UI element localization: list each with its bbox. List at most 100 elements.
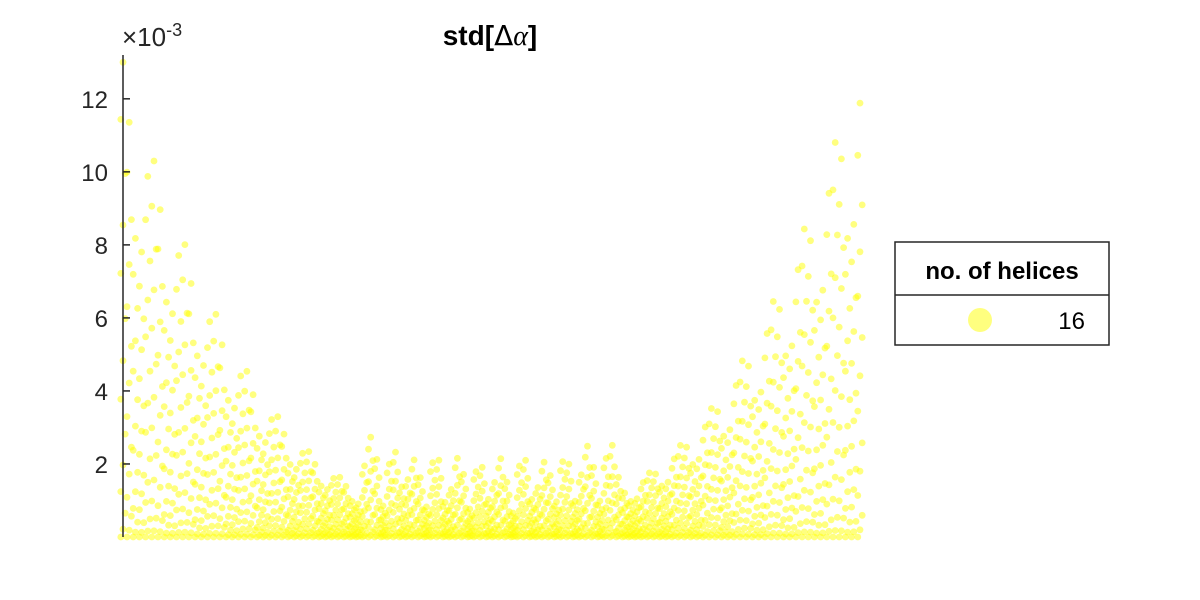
data-point xyxy=(741,452,748,460)
data-point xyxy=(299,502,306,510)
data-point xyxy=(838,527,845,535)
data-point xyxy=(858,439,866,447)
data-point xyxy=(127,512,135,520)
data-point xyxy=(606,507,614,514)
data-point xyxy=(538,492,546,499)
data-point xyxy=(815,482,823,490)
data-point xyxy=(239,410,247,418)
data-point xyxy=(175,252,183,259)
data-point xyxy=(513,471,521,478)
data-point xyxy=(429,506,437,513)
data-point xyxy=(166,337,174,344)
data-point xyxy=(741,495,748,503)
data-point xyxy=(383,469,391,477)
data-point xyxy=(272,522,279,529)
legend-marker xyxy=(968,308,992,332)
data-point xyxy=(761,354,769,362)
data-point xyxy=(600,464,608,472)
data-point xyxy=(726,426,734,434)
data-point xyxy=(123,533,131,541)
data-point xyxy=(780,374,787,381)
data-point xyxy=(222,413,230,421)
data-point xyxy=(834,448,841,455)
data-point xyxy=(371,465,379,473)
data-point xyxy=(212,310,220,318)
data-point xyxy=(208,522,216,530)
data-point xyxy=(842,505,849,512)
data-point xyxy=(608,441,616,449)
data-point xyxy=(189,339,197,347)
data-point xyxy=(722,487,730,495)
data-point xyxy=(761,514,769,521)
data-point xyxy=(241,517,249,525)
data-point xyxy=(427,468,434,475)
data-point xyxy=(732,510,740,518)
data-point xyxy=(336,473,344,481)
data-point xyxy=(354,500,362,508)
data-point xyxy=(780,516,787,524)
data-point xyxy=(268,456,275,464)
data-point xyxy=(129,446,137,454)
data-point xyxy=(152,452,160,459)
data-point xyxy=(693,511,701,518)
data-point xyxy=(796,475,804,483)
data-point xyxy=(736,435,744,443)
data-point xyxy=(181,241,189,249)
data-point xyxy=(247,520,255,527)
data-point xyxy=(136,375,143,383)
data-point xyxy=(784,494,792,502)
data-point xyxy=(270,508,278,515)
data-point xyxy=(834,352,841,359)
data-point xyxy=(844,235,851,242)
data-point xyxy=(140,519,148,527)
data-point xyxy=(160,511,168,518)
data-point xyxy=(738,468,746,475)
data-point xyxy=(235,518,242,525)
data-point xyxy=(249,391,257,399)
data-point xyxy=(266,499,273,507)
data-point xyxy=(235,486,242,494)
data-point xyxy=(334,500,341,508)
data-point xyxy=(278,523,286,531)
data-point xyxy=(848,533,855,541)
data-point xyxy=(237,473,245,481)
data-point xyxy=(683,474,690,482)
data-point xyxy=(776,384,783,391)
data-point xyxy=(848,442,855,450)
data-point xyxy=(371,511,379,518)
data-point xyxy=(575,478,583,486)
data-point xyxy=(534,501,542,508)
data-point xyxy=(538,511,546,519)
data-point xyxy=(255,518,263,526)
data-point xyxy=(175,429,183,436)
data-point xyxy=(776,306,783,313)
data-point xyxy=(330,511,337,519)
data-point xyxy=(123,413,131,420)
data-point xyxy=(664,478,672,486)
data-point xyxy=(259,506,267,513)
data-point xyxy=(301,495,309,502)
data-point xyxy=(699,523,707,530)
data-point xyxy=(835,201,843,208)
data-point xyxy=(303,458,310,466)
data-point xyxy=(803,518,810,525)
data-point xyxy=(196,450,203,458)
data-point xyxy=(769,298,777,305)
data-point xyxy=(565,506,573,514)
data-point xyxy=(557,491,564,499)
data-point xyxy=(402,483,410,490)
data-point xyxy=(183,399,191,406)
data-point xyxy=(470,497,478,505)
data-point xyxy=(786,427,794,435)
data-point xyxy=(718,445,725,452)
data-point xyxy=(804,447,812,455)
data-point xyxy=(780,433,787,440)
data-point xyxy=(720,432,728,440)
data-point xyxy=(689,506,697,514)
data-point xyxy=(154,502,162,510)
data-point xyxy=(803,297,810,305)
data-point xyxy=(358,471,366,478)
data-point xyxy=(559,458,567,465)
data-point xyxy=(742,484,750,491)
data-point xyxy=(175,529,183,536)
